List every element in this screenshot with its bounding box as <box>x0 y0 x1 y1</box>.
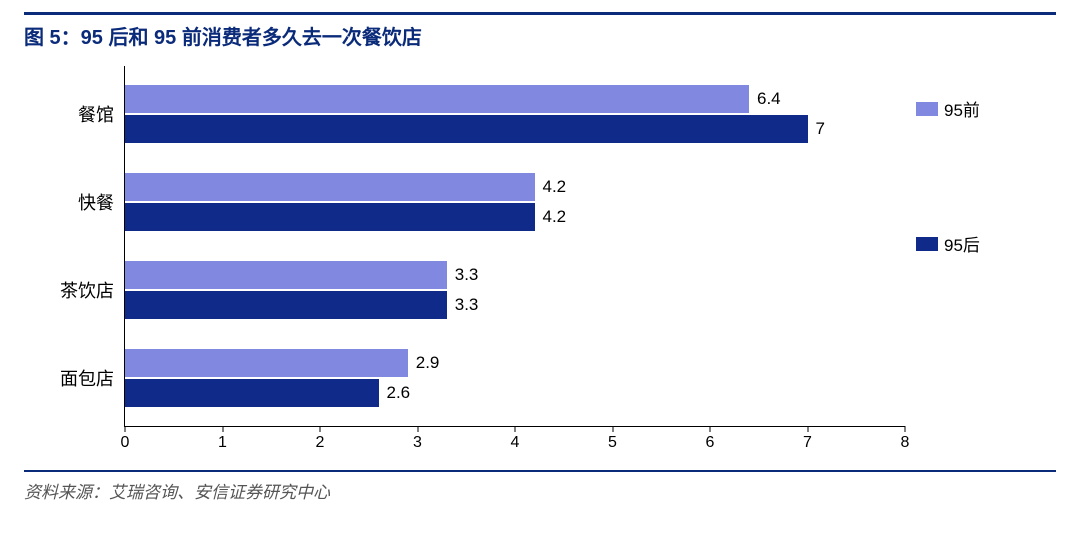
x-tick-mark <box>320 426 321 432</box>
bar <box>125 379 379 407</box>
bar-value-label: 4.2 <box>543 177 567 197</box>
legend-label-95post: 95后 <box>944 231 980 256</box>
legend-swatch-95pre <box>916 102 938 116</box>
x-tick-label: 4 <box>511 434 520 452</box>
title-bar: 图 5：95 后和 95 前消费者多久去一次餐饮店 <box>24 12 1056 50</box>
chart-area: 6.474.24.23.33.32.92.6012345678 95前 95后 … <box>24 56 1056 466</box>
x-tick-label: 0 <box>121 434 130 452</box>
legend-label-95pre: 95前 <box>944 96 980 121</box>
bar <box>125 261 447 289</box>
x-tick-label: 7 <box>803 434 812 452</box>
bar-value-label: 2.6 <box>387 383 411 403</box>
x-tick-label: 2 <box>316 434 325 452</box>
x-tick-mark <box>125 426 126 432</box>
legend: 95前 95后 <box>916 96 1056 366</box>
category-label: 茶饮店 <box>24 277 114 303</box>
bar <box>125 173 535 201</box>
x-tick-mark <box>807 426 808 432</box>
category-label: 快餐 <box>24 189 114 215</box>
x-tick-label: 3 <box>413 434 422 452</box>
bar <box>125 115 808 143</box>
x-tick-mark <box>222 426 223 432</box>
plot-region: 6.474.24.23.33.32.92.6012345678 <box>124 66 905 427</box>
category-label: 餐馆 <box>24 101 114 127</box>
source-text: 资料来源：艾瑞咨询、安信证券研究中心 <box>24 483 330 502</box>
x-tick-label: 5 <box>608 434 617 452</box>
x-tick-mark <box>612 426 613 432</box>
bar-value-label: 3.3 <box>455 295 479 315</box>
x-tick-label: 6 <box>706 434 715 452</box>
x-tick-label: 1 <box>218 434 227 452</box>
x-tick-mark <box>417 426 418 432</box>
legend-swatch-95post <box>916 237 938 251</box>
bar <box>125 85 749 113</box>
x-tick-mark <box>905 426 906 432</box>
bar <box>125 203 535 231</box>
bar-value-label: 7 <box>816 119 825 139</box>
x-tick-mark <box>515 426 516 432</box>
bar-value-label: 6.4 <box>757 89 781 109</box>
chart-title: 图 5：95 后和 95 前消费者多久去一次餐饮店 <box>24 27 422 49</box>
bar <box>125 349 408 377</box>
source-bar: 资料来源：艾瑞咨询、安信证券研究中心 <box>24 470 1056 503</box>
bar-value-label: 4.2 <box>543 207 567 227</box>
legend-item-95post: 95后 <box>916 231 1056 256</box>
bar-value-label: 3.3 <box>455 265 479 285</box>
bar <box>125 291 447 319</box>
x-tick-mark <box>710 426 711 432</box>
bar-value-label: 2.9 <box>416 353 440 373</box>
legend-item-95pre: 95前 <box>916 96 1056 121</box>
category-label: 面包店 <box>24 365 114 391</box>
x-tick-label: 8 <box>901 434 910 452</box>
